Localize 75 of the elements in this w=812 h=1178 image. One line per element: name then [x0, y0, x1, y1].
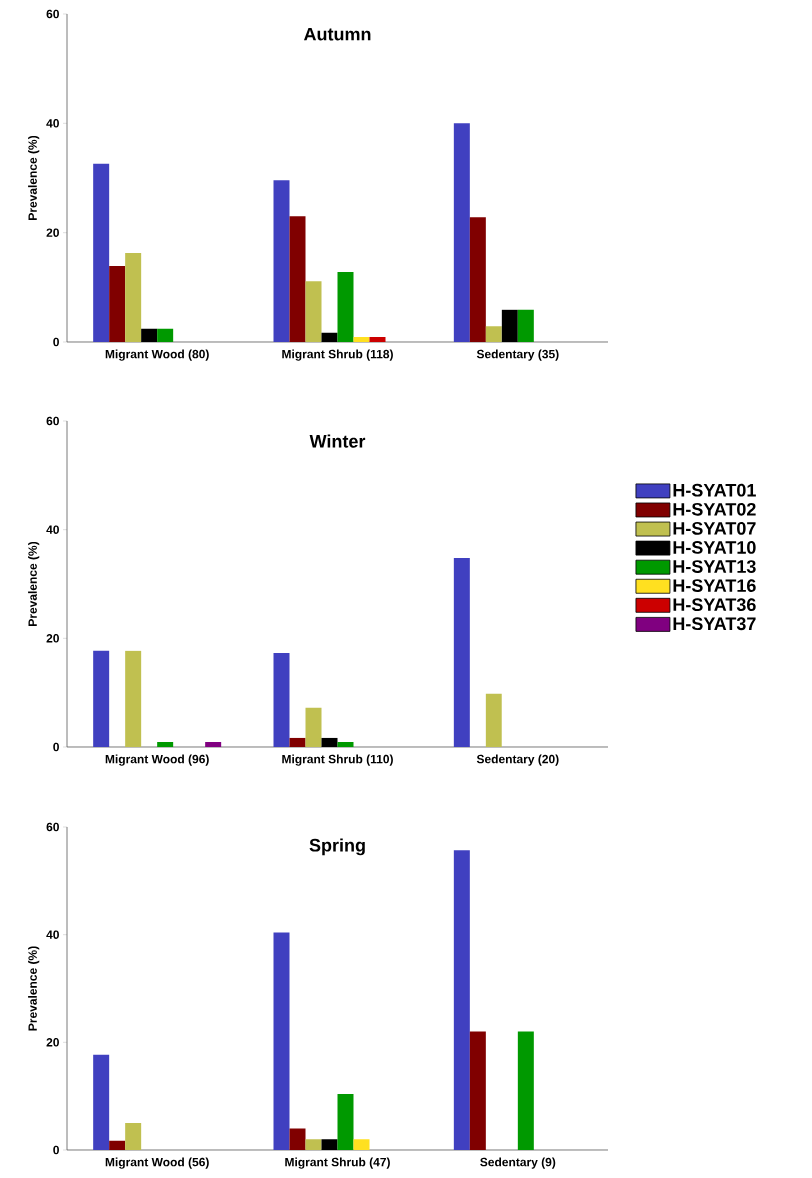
legend-label: H-SYAT13 [673, 560, 756, 573]
y-tick-label: 60 [46, 822, 59, 832]
bar [289, 1128, 306, 1150]
bar [353, 1139, 370, 1150]
legend-label: H-SYAT10 [673, 541, 756, 554]
legend-label: H-SYAT02 [673, 502, 756, 516]
text: Winter [309, 434, 366, 448]
x-tick-label: Migrant Wood (80) [105, 349, 209, 361]
bar [469, 1031, 486, 1150]
bar [337, 272, 354, 342]
bar [289, 216, 306, 342]
y-axis-title: Prevalence (%) [28, 541, 40, 626]
bar [157, 742, 174, 747]
bar [109, 266, 126, 342]
bar [517, 1031, 534, 1150]
bar [109, 1140, 126, 1150]
bar [453, 123, 470, 342]
bar [125, 650, 142, 747]
bar [93, 163, 110, 342]
x-tick-label: Migrant Wood (96) [105, 754, 209, 766]
x-tick-label: Sedentary (35) [476, 349, 559, 361]
bar [289, 737, 306, 747]
y-tick-label: 0 [53, 337, 59, 347]
x-tick-label: Migrant Shrub (118) [282, 349, 393, 361]
y-tick-label: 20 [46, 634, 59, 643]
bar [501, 309, 518, 342]
bar [93, 650, 110, 747]
y-tick-label: 20 [46, 228, 59, 237]
bar [337, 1094, 354, 1150]
bar [273, 932, 290, 1150]
y-tick-label: 60 [46, 416, 59, 426]
legend-label: H-SYAT01 [673, 483, 756, 497]
bar [337, 742, 354, 747]
y-tick-label: 0 [53, 742, 59, 752]
x-tick-label: Migrant Shrub (110) [282, 754, 393, 766]
y-tick-label: 40 [46, 525, 59, 534]
bar [205, 742, 222, 747]
y-tick-label: 20 [46, 1038, 59, 1047]
bar [485, 693, 502, 747]
y-tick-label: 60 [46, 9, 59, 19]
legend-label: H-SYAT07 [673, 522, 756, 535]
text: Spring [309, 838, 365, 856]
x-tick-label: Sedentary (20) [476, 754, 559, 766]
bar [321, 332, 338, 342]
bar [305, 707, 322, 747]
bar [273, 180, 290, 342]
y-axis-title: Prevalence (%) [28, 135, 40, 220]
x-tick-label: Migrant Wood (56) [105, 1157, 209, 1169]
bar [305, 281, 322, 342]
bar [453, 850, 470, 1150]
bar [369, 337, 386, 342]
bar [517, 309, 534, 342]
legend-label: H-SYAT36 [673, 598, 756, 612]
bar [321, 1139, 338, 1150]
bar [273, 653, 290, 747]
bar [125, 1123, 142, 1150]
bar [125, 252, 142, 342]
bar [485, 326, 502, 342]
x-tick-label: Migrant Shrub (47) [285, 1157, 390, 1169]
y-tick-label: 40 [46, 930, 59, 939]
bar [321, 737, 338, 747]
x-tick-label: Sedentary (9) [480, 1157, 556, 1169]
bar [141, 328, 158, 342]
bar [93, 1054, 110, 1150]
bar [305, 1139, 322, 1150]
legend-label: H-SYAT16 [673, 579, 756, 592]
bar [157, 328, 174, 342]
legend-label: H-SYAT37 [673, 617, 756, 631]
bar [353, 337, 370, 342]
y-tick-label: 0 [53, 1145, 59, 1155]
bar [453, 557, 470, 747]
y-tick-label: 40 [46, 119, 59, 128]
text: Autumn [303, 27, 371, 41]
y-axis-title: Prevalence (%) [28, 946, 40, 1031]
bar [469, 217, 486, 342]
